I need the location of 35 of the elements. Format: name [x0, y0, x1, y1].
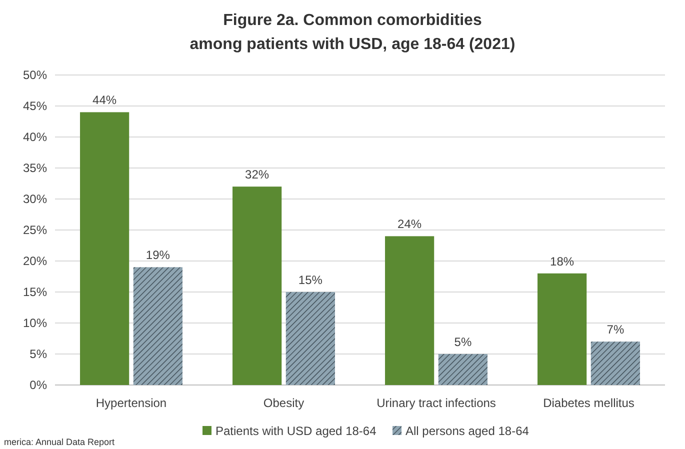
y-tick-label: 35%	[22, 161, 48, 175]
data-label: 19%	[146, 248, 170, 262]
bar	[385, 236, 434, 385]
data-label: 7%	[606, 322, 624, 337]
bar	[232, 186, 282, 385]
legend-label: Patients with USD aged 18-64	[216, 424, 377, 438]
x-tick-label: Obesity	[263, 396, 304, 410]
data-label: 15%	[298, 273, 323, 287]
x-tick-label: Hypertension	[96, 396, 167, 410]
data-label: 24%	[398, 217, 422, 232]
y-tick-label: 45%	[22, 99, 48, 113]
data-label: 44%	[92, 93, 117, 108]
data-label: 32%	[245, 168, 270, 182]
y-tick-label: 0%	[30, 378, 48, 392]
text: merica: Annual Data Report	[4, 437, 116, 447]
y-tick-label: 5%	[30, 347, 48, 361]
chart-title: Figure 2a. Common comorbidities among patients with USD, age 18-64 (2021)	[190, 12, 516, 53]
x-tick-label: Diabetes mellitus	[543, 396, 634, 410]
y-tick-label: 25%	[22, 223, 48, 237]
y-tick-label: 30%	[22, 192, 48, 206]
legend-label: All persons aged 18-64	[406, 424, 530, 438]
y-tick-label: 50%	[22, 68, 48, 82]
x-tick-label: Urinary tract infections	[376, 396, 496, 410]
bar	[590, 342, 640, 385]
data-label: 18%	[550, 254, 574, 268]
bar	[80, 112, 130, 385]
y-tick-label: 10%	[22, 316, 48, 330]
data-label: 5%	[454, 335, 472, 349]
bar	[438, 354, 488, 385]
bar	[133, 267, 182, 385]
y-tick-label: 40%	[22, 130, 48, 144]
y-tick-label: 15%	[22, 285, 48, 299]
y-tick-label: 20%	[22, 254, 48, 268]
bar	[286, 292, 335, 385]
bar	[538, 273, 587, 385]
